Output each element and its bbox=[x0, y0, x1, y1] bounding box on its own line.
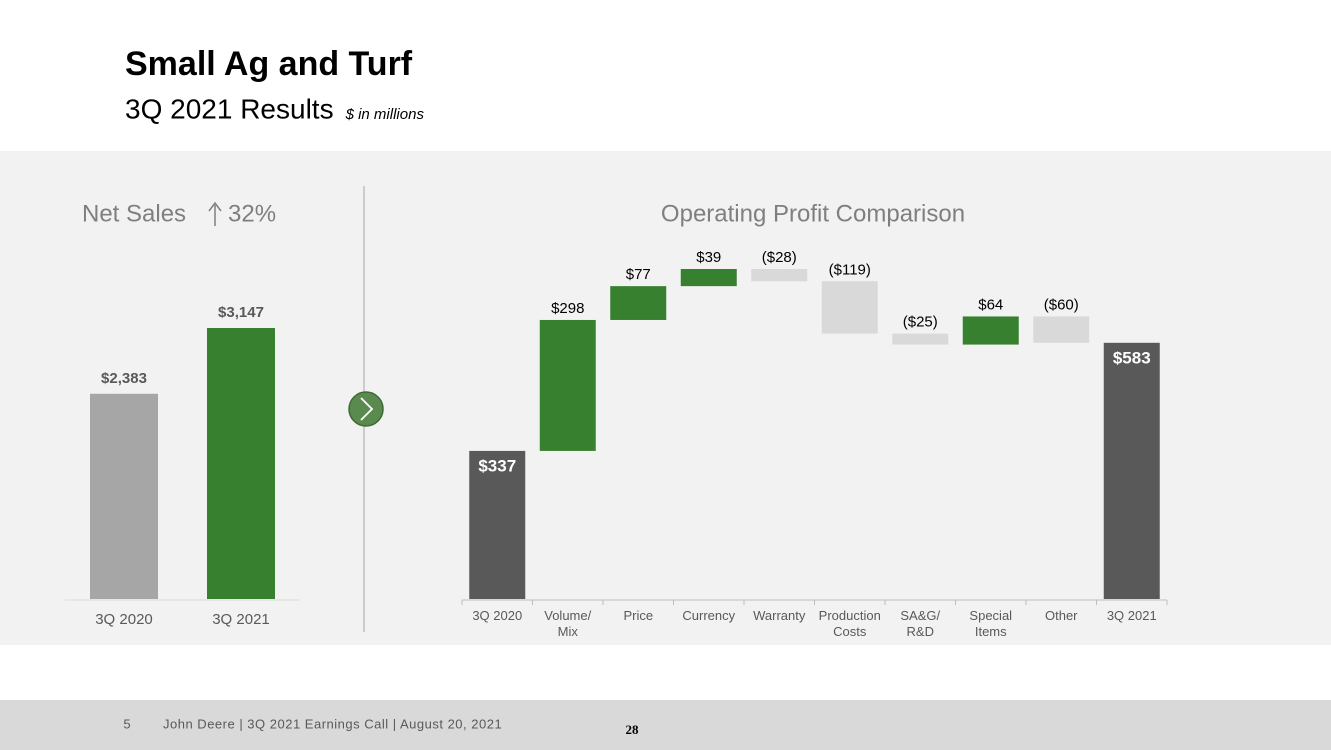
bar bbox=[610, 286, 667, 320]
bar bbox=[821, 281, 878, 334]
x-tick-label: 3Q 2020 bbox=[95, 611, 153, 628]
bar bbox=[892, 333, 949, 345]
data-label: $583 bbox=[1113, 348, 1151, 367]
data-label: $337 bbox=[478, 456, 516, 475]
data-label: $77 bbox=[626, 266, 651, 283]
data-label: ($25) bbox=[903, 314, 938, 331]
x-tick-label: Currency bbox=[682, 608, 736, 623]
chart-title: Net Sales bbox=[82, 200, 186, 227]
subtitle: 3Q 2021 Results bbox=[125, 93, 334, 124]
x-tick-label: Production Costs bbox=[818, 608, 881, 639]
footer-text: John Deere | 3Q 2021 Earnings Call | Aug… bbox=[163, 716, 502, 731]
bar bbox=[680, 269, 737, 287]
bar bbox=[90, 393, 158, 599]
x-tick-label: Price bbox=[623, 608, 654, 623]
bar bbox=[962, 316, 1019, 345]
footer-band bbox=[0, 700, 1331, 750]
data-label: ($60) bbox=[1044, 296, 1079, 313]
x-tick-label: Warranty bbox=[753, 608, 806, 623]
data-label: $64 bbox=[978, 296, 1003, 313]
bar bbox=[207, 328, 275, 599]
bar bbox=[539, 319, 596, 451]
x-tick-label: SA&G/ R&D bbox=[900, 608, 941, 639]
arrow-icon bbox=[348, 391, 384, 427]
data-label: $2,383 bbox=[101, 370, 147, 387]
bar bbox=[751, 269, 808, 282]
data-label: ($28) bbox=[762, 249, 797, 266]
bar bbox=[1103, 342, 1160, 599]
slide-number: 28 bbox=[626, 722, 640, 737]
chart-title: Operating Profit Comparison bbox=[661, 200, 965, 227]
data-label: $3,147 bbox=[218, 304, 264, 321]
x-tick-label: 3Q 2021 bbox=[1106, 608, 1157, 623]
data-label: ($119) bbox=[829, 261, 871, 278]
data-label: $39 bbox=[696, 249, 721, 266]
data-label: $298 bbox=[551, 300, 584, 317]
up-arrow-head bbox=[208, 201, 222, 212]
arrow-chevron bbox=[360, 397, 374, 421]
page-number: 5 bbox=[123, 716, 130, 731]
x-tick-label: Special Items bbox=[969, 608, 1013, 639]
x-tick-label: Other bbox=[1044, 608, 1078, 623]
chart-annotation: 32% bbox=[228, 200, 276, 227]
x-tick-label: 3Q 2020 bbox=[472, 608, 523, 623]
title: Small Ag and Turf bbox=[125, 45, 413, 83]
x-tick-label: Volume/ Mix bbox=[544, 608, 592, 639]
bar bbox=[1033, 316, 1090, 343]
bar bbox=[469, 450, 526, 599]
subtitle-note: $ in millions bbox=[345, 106, 425, 123]
x-tick-label: 3Q 2021 bbox=[212, 611, 270, 628]
